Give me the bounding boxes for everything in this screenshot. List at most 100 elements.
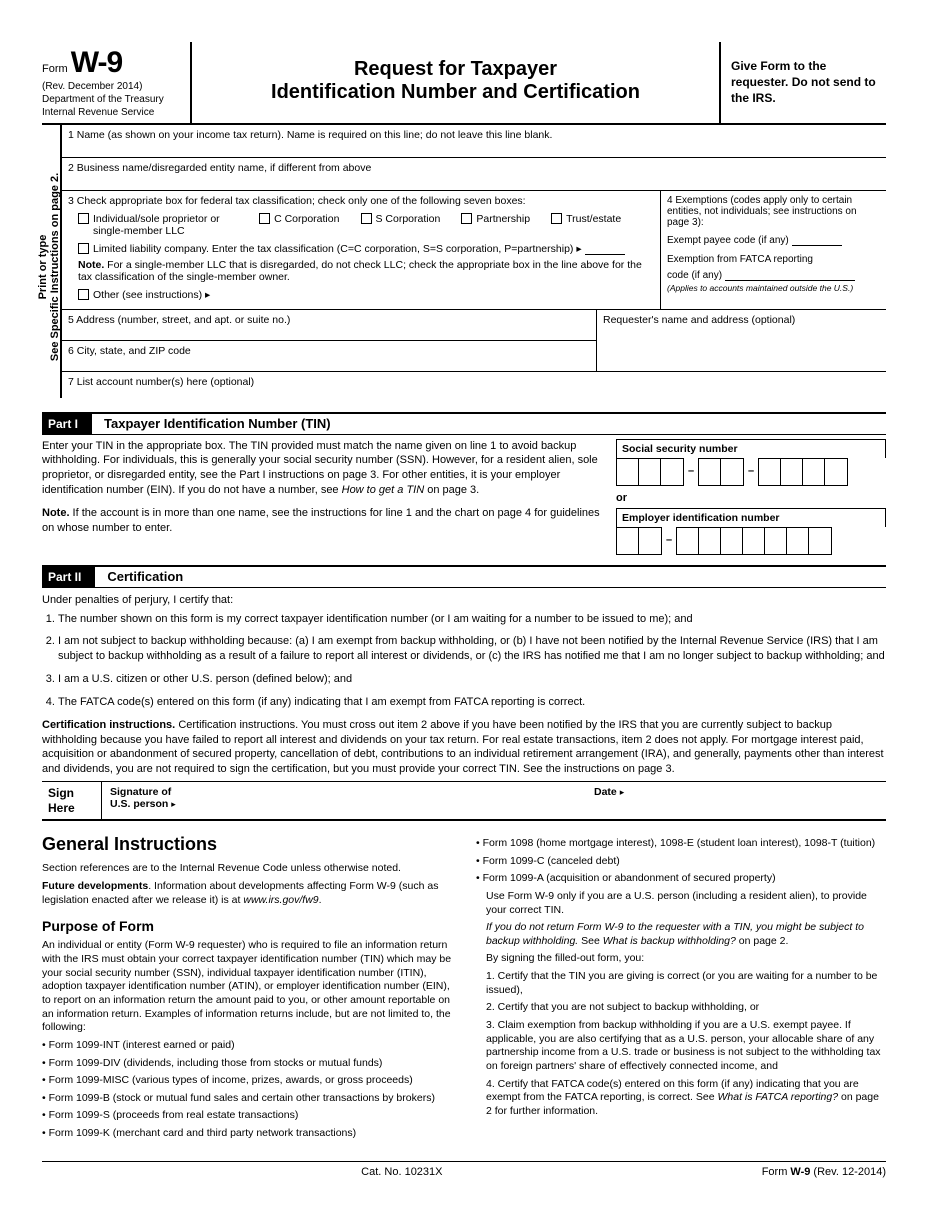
checkbox-ccorp[interactable]	[259, 213, 270, 224]
checkbox-other[interactable]	[78, 289, 89, 300]
label-llc: Limited liability company. Enter the tax…	[93, 243, 582, 255]
main-grid: Print or typeSee Specific Instructions o…	[42, 125, 886, 398]
cert-item-2: I am not subject to backup withholding b…	[58, 634, 886, 664]
future-dev: Future developments. Information about d…	[42, 880, 452, 907]
fatca-small-note: (Applies to accounts maintained outside …	[667, 283, 880, 293]
bullet-1098: • Form 1098 (home mortgage interest), 10…	[476, 837, 886, 851]
bullet-1099-s: • Form 1099-S (proceeds from real estate…	[42, 1109, 452, 1123]
or-text: or	[616, 492, 886, 504]
dept-treasury: Department of the Treasury	[42, 94, 182, 105]
give-form-note: Give Form to the requester. Do not send …	[731, 58, 886, 107]
line-3-intro: 3 Check appropriate box for federal tax …	[68, 195, 654, 207]
sec-ref: Section references are to the Internal R…	[42, 862, 452, 876]
label-partnership: Partnership	[476, 213, 530, 225]
part-1-bar: Part I Taxpayer Identification Number (T…	[42, 412, 886, 435]
sidebar-text: Print or typeSee Specific Instructions o…	[37, 132, 61, 402]
fatca-label-2: code (if any)	[667, 270, 722, 281]
part-1-label: Part I	[42, 414, 92, 434]
fatca-label-1: Exemption from FATCA reporting	[667, 254, 880, 265]
form-number: W-9	[71, 46, 122, 79]
bullet-1099-c: • Form 1099-C (canceled debt)	[476, 855, 886, 869]
ssn-label: Social security number	[616, 439, 886, 458]
by-signing: By signing the filled-out form, you:	[486, 952, 886, 966]
exempt-payee-input[interactable]	[792, 234, 842, 246]
part-2-label: Part II	[42, 567, 95, 587]
cert-3: 3. Claim exemption from backup withholdi…	[486, 1019, 886, 1074]
line-4-title: 4 Exemptions (codes apply only to certai…	[667, 195, 880, 228]
line-3: 3 Check appropriate box for federal tax …	[62, 191, 661, 309]
instructions-col-right: • Form 1098 (home mortgage interest), 10…	[476, 833, 886, 1145]
cert-item-1: The number shown on this form is my corr…	[58, 612, 886, 627]
bullet-1099-a: • Form 1099-A (acquisition or abandonmen…	[476, 872, 886, 886]
line-6[interactable]: 6 City, state, and ZIP code	[62, 341, 596, 372]
tin-text: Enter your TIN in the appropriate box. T…	[42, 439, 600, 555]
ein-input-row[interactable]: –	[616, 527, 886, 555]
part-2-title: Certification	[95, 569, 183, 584]
line-4: 4 Exemptions (codes apply only to certai…	[661, 191, 886, 309]
backup-note: If you do not return Form W-9 to the req…	[486, 921, 886, 948]
label-trust: Trust/estate	[566, 213, 621, 225]
label-individual: Individual/sole proprietor or single-mem…	[93, 213, 233, 237]
sign-here-label: SignHere	[42, 782, 102, 819]
bullet-1099-int: • Form 1099-INT (interest earned or paid…	[42, 1039, 452, 1053]
form-word: Form	[42, 63, 68, 75]
general-instructions: General Instructions Section references …	[42, 833, 886, 1145]
tin-para1: Enter your TIN in the appropriate box. T…	[42, 439, 600, 498]
gi-heading: General Instructions	[42, 833, 452, 856]
dept-irs: Internal Revenue Service	[42, 107, 182, 118]
header-right: Give Form to the requester. Do not send …	[721, 42, 886, 123]
cert-4: 4. Certify that FATCA code(s) entered on…	[486, 1078, 886, 1119]
date-field[interactable]: Date ▸	[586, 782, 886, 819]
cat-no: Cat. No. 10231X	[361, 1166, 442, 1178]
requester-label: Requester's name and address (optional)	[603, 314, 795, 326]
footer-form: Form W-9 (Rev. 12-2014)	[762, 1166, 886, 1178]
part-1-title: Taxpayer Identification Number (TIN)	[92, 416, 331, 431]
checkbox-partnership[interactable]	[461, 213, 472, 224]
form-header: Form W-9 (Rev. December 2014) Department…	[42, 42, 886, 125]
ssn-input-row[interactable]: – –	[616, 458, 886, 486]
cert-item-3: I am a U.S. citizen or other U.S. person…	[58, 672, 886, 687]
footer: Cat. No. 10231X Form W-9 (Rev. 12-2014)	[42, 1161, 886, 1178]
header-left: Form W-9 (Rev. December 2014) Department…	[42, 42, 192, 123]
signature-field[interactable]: Signature ofU.S. person ▸	[102, 782, 586, 819]
label-other: Other (see instructions) ▸	[93, 289, 210, 301]
llc-note: For a single-member LLC that is disregar…	[78, 259, 642, 283]
bullet-1099-div: • Form 1099-DIV (dividends, including th…	[42, 1057, 452, 1071]
bullet-1099-misc: • Form 1099-MISC (various types of incom…	[42, 1074, 452, 1088]
fatca-code-input[interactable]	[725, 269, 855, 281]
cert-1: 1. Certify that the TIN you are giving i…	[486, 970, 886, 997]
sign-row: SignHere Signature ofU.S. person ▸ Date …	[42, 781, 886, 821]
instructions-col-left: General Instructions Section references …	[42, 833, 452, 1145]
cert-item-4: The FATCA code(s) entered on this form (…	[58, 695, 886, 710]
cert-intro: Under penalties of perjury, I certify th…	[42, 594, 886, 606]
bullet-1099-k: • Form 1099-K (merchant card and third p…	[42, 1127, 452, 1141]
purpose-heading: Purpose of Form	[42, 917, 452, 935]
label-ccorp: C Corporation	[274, 213, 339, 225]
header-title: Request for Taxpayer Identification Numb…	[192, 42, 721, 123]
revision: (Rev. December 2014)	[42, 81, 142, 92]
line-2[interactable]: 2 Business name/disregarded entity name,…	[62, 158, 886, 191]
exempt-payee-label: Exempt payee code (if any)	[667, 235, 789, 246]
purpose-para: An individual or entity (Form W-9 reques…	[42, 939, 452, 1034]
llc-classification-input[interactable]	[585, 243, 625, 255]
tin-para2: Note. If the account is in more than one…	[42, 506, 600, 536]
cert-2: 2. Certify that you are not subject to b…	[486, 1001, 886, 1015]
ein-label: Employer identification number	[616, 508, 886, 527]
sidebar: Print or typeSee Specific Instructions o…	[42, 125, 62, 398]
checkbox-scorp[interactable]	[361, 213, 372, 224]
line-3-4-row: 3 Check appropriate box for federal tax …	[62, 191, 886, 310]
fields: 1 Name (as shown on your income tax retu…	[62, 125, 886, 398]
requester-address[interactable]: Requester's name and address (optional)	[596, 310, 886, 372]
line-5[interactable]: 5 Address (number, street, and apt. or s…	[62, 310, 596, 341]
cert-list: The number shown on this form is my corr…	[42, 612, 886, 710]
line-1[interactable]: 1 Name (as shown on your income tax retu…	[62, 125, 886, 158]
checkbox-trust[interactable]	[551, 213, 562, 224]
tin-section: Enter your TIN in the appropriate box. T…	[42, 439, 886, 555]
bullet-1099-b: • Form 1099-B (stock or mutual fund sale…	[42, 1092, 452, 1106]
label-scorp: S Corporation	[376, 213, 441, 225]
checkbox-llc[interactable]	[78, 243, 89, 254]
line-7[interactable]: 7 List account number(s) here (optional)	[62, 372, 886, 398]
checkbox-individual[interactable]	[78, 213, 89, 224]
cert-instructions: Certification instructions. Certificatio…	[42, 718, 886, 777]
tin-boxes: Social security number – – or Employer i…	[616, 439, 886, 555]
